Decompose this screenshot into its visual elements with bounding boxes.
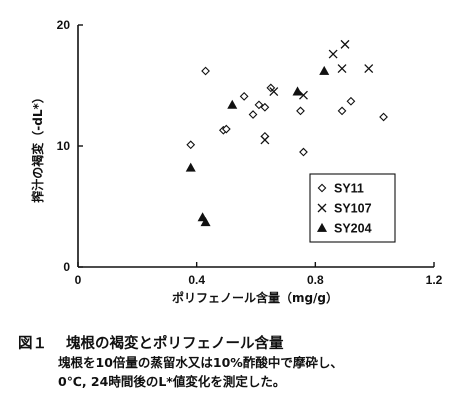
y-axis-label: 搾汁の褐変（-dL*） [30,91,45,203]
legend-marker-sy204 [316,222,328,232]
series-sy107 [260,39,374,145]
point-sy107 [364,64,374,74]
legend-label-sy107: SY107 [334,202,372,216]
legend-label-sy11: SY11 [334,182,364,196]
point-sy11 [260,131,270,141]
point-sy11 [239,92,249,101]
series-sy204 [185,65,330,227]
point-sy107 [337,64,347,74]
point-sy204 [185,162,196,172]
legend: SY11 SY107 SY204 [309,173,396,243]
figure-caption: 図１ 塊根の褐変とポリフェノール含量 塊根を10倍量の蒸留水又は10%酢酸中で摩砕… [18,332,470,391]
series-sy11 [186,66,388,157]
point-sy107 [340,39,350,49]
point-sy11 [379,112,388,122]
legend-label-sy204: SY204 [334,222,372,236]
point-sy11 [248,110,258,119]
figure-title: 塊根の褐変とポリフェノール含量 [66,336,284,352]
caption-method-line-1: 塊根を10倍量の蒸留水又は10%酢酸中で摩砕し、 [58,355,343,370]
point-sy11 [201,66,210,76]
point-sy107 [260,135,270,145]
legend-marker-sy107 [317,203,327,213]
point-sy11 [299,147,308,157]
point-sy11 [337,106,347,116]
point-sy204 [227,99,238,109]
scatter-chart: 0 10 20 0 0.4 0.8 1.2 SY11 SY107 SY204 ポリフェノール含量… [30,18,443,305]
y-tick-label: 10 [57,139,71,153]
y-tick-label: 0 [63,260,70,274]
x-axis-label: ポリフェノール含量（mg/g） [172,290,338,305]
data-points [185,39,388,227]
ticks: 0 10 20 0 0.4 0.8 1.2 [57,18,443,287]
point-sy204 [319,65,330,75]
point-sy11 [254,100,264,110]
caption-heading: 図１ 塊根の褐変とポリフェノール含量 [18,332,470,353]
x-tick-label: 0.8 [307,273,324,287]
point-sy11 [296,106,305,116]
x-tick-label: 0 [75,273,82,287]
point-sy107 [328,49,338,59]
caption-method-line-2: 0℃, 24時間後のL*値変化を測定した。 [58,374,286,389]
point-sy11 [346,96,356,106]
point-sy204 [292,86,303,96]
x-tick-label: 0.4 [188,273,205,287]
y-tick-label: 20 [57,18,71,32]
legend-marker-sy11 [317,183,327,193]
point-sy11 [221,124,231,134]
figure-number: 図１ [18,336,47,352]
point-sy107 [269,87,279,97]
point-sy204 [200,217,211,227]
x-tick-label: 1.2 [426,273,443,287]
point-sy11 [186,140,196,150]
point-sy11 [260,102,270,112]
